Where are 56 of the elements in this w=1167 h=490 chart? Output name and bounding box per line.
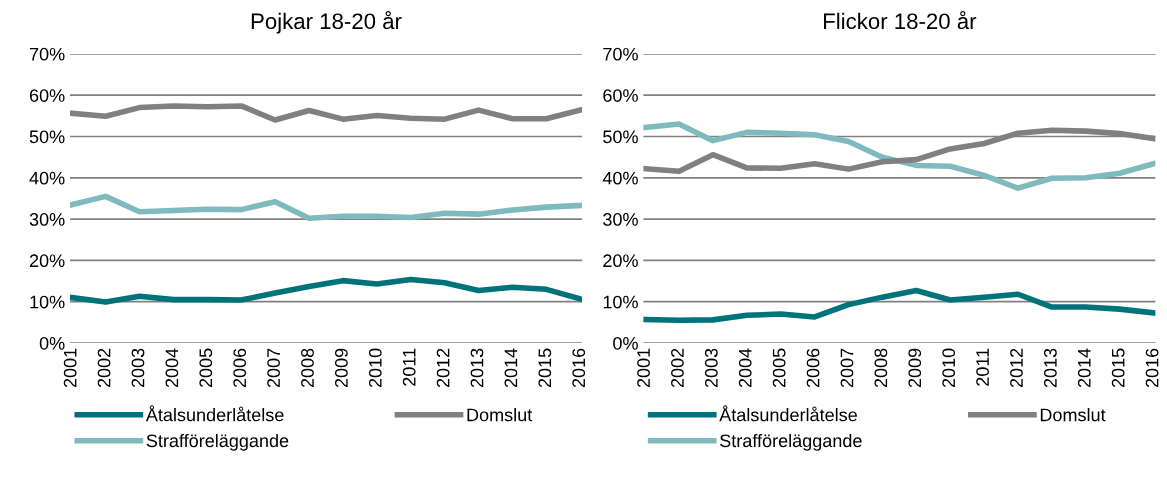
legend-label: Åtalsunderlåtelse (719, 405, 857, 422)
y-tick-label: 70% (603, 47, 638, 61)
y-tick-label: 30% (29, 213, 65, 226)
x-tick-label: 2006 (806, 348, 820, 388)
y-tick-label: 60% (603, 89, 638, 102)
x-tick-label: 2015 (538, 348, 552, 388)
y-tick-label: 20% (603, 254, 638, 268)
x-tick-label: 2001 (63, 348, 77, 388)
x-tick-label: 2004 (165, 348, 179, 388)
x-tick-label: 2004 (738, 348, 752, 388)
y-tick-label: 50% (29, 130, 65, 144)
x-tick-label: 2002 (97, 348, 111, 388)
x-tick-label: 2013 (470, 348, 484, 388)
x-tick-label: 2010 (942, 348, 956, 388)
y-tick-label: 50% (603, 130, 638, 144)
x-tick-label: 2006 (233, 348, 247, 388)
x-tick-label: 2007 (267, 348, 280, 388)
x-tick-label: 2008 (874, 348, 888, 388)
x-tick-label: 2014 (1077, 348, 1091, 388)
x-tick-label: 2013 (1043, 348, 1057, 388)
x-tick-label: 2011 (402, 348, 416, 386)
y-tick-label: 0% (39, 336, 65, 350)
y-tick-label: 40% (29, 171, 65, 185)
x-tick-label: 2002 (671, 348, 684, 388)
legend-label: Domslut (1040, 408, 1106, 422)
x-tick-label: 2003 (131, 348, 145, 388)
x-tick-label: 2005 (199, 348, 213, 388)
x-tick-label: 2008 (301, 348, 314, 388)
x-tick-label: 2009 (908, 348, 922, 388)
x-tick-label: 2012 (1010, 348, 1023, 388)
x-tick-label: 2015 (1111, 348, 1125, 388)
y-tick-label: 70% (29, 47, 65, 61)
x-tick-label: 2016 (1145, 348, 1159, 388)
y-tick-label: 0% (613, 336, 638, 350)
y-tick-label: 20% (29, 254, 65, 268)
x-tick-label: 2003 (704, 348, 718, 388)
x-tick-label: 2007 (840, 348, 854, 388)
y-tick-label: 30% (603, 213, 638, 226)
x-tick-label: 2001 (637, 348, 650, 388)
legend-label: Strafföreläggande (720, 433, 862, 451)
y-tick-label: 40% (602, 171, 638, 185)
x-tick-label: 2005 (772, 348, 786, 388)
legend-label: Åtalsunderlåtelse (145, 405, 284, 422)
x-tick-label: 2011 (976, 348, 989, 386)
x-tick-label: 2010 (368, 348, 382, 388)
chart-title: Flickor 18-20 år (824, 10, 977, 30)
x-tick-label: 2009 (335, 348, 348, 388)
x-tick-label: 2014 (504, 348, 518, 388)
y-tick-label: 10% (30, 295, 65, 309)
legend-label: Strafföreläggande (146, 433, 289, 451)
x-tick-label: 2012 (436, 348, 450, 388)
x-tick-label: 2016 (572, 348, 586, 388)
chart-title: Pojkar 18-20 år (251, 10, 402, 34)
legend-label: Domslut (467, 408, 533, 422)
y-tick-label: 10% (603, 295, 638, 309)
y-tick-label: 60% (29, 89, 65, 102)
